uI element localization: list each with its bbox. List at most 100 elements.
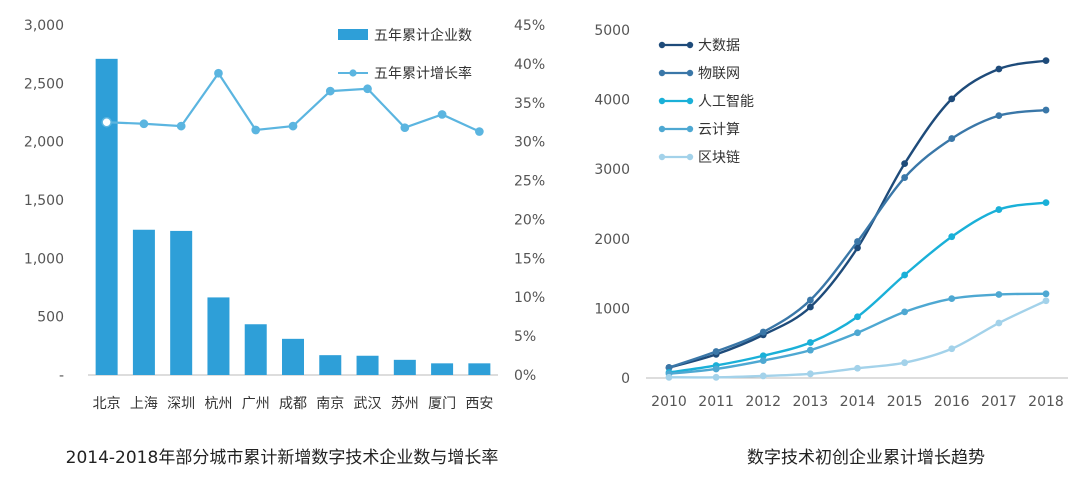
- chart1-bar: [170, 230, 193, 375]
- chart1-right-tick: 30%: [514, 135, 545, 151]
- chart2-y-tick: 5000: [594, 23, 630, 39]
- chart1-growth-point: [214, 68, 223, 78]
- chart2-x-tick: 2011: [698, 394, 734, 410]
- chart2-legend-marker: [658, 97, 666, 105]
- chart2-legend-label: 人工智能: [698, 94, 754, 110]
- chart2-series-point: [948, 95, 956, 103]
- chart2-series-point: [759, 328, 767, 336]
- chart2-series-point: [948, 345, 956, 353]
- chart2-series-point: [901, 359, 909, 367]
- chart2-series-point: [806, 296, 814, 304]
- chart1-bar: [356, 355, 379, 375]
- chart1-title: 2014-2018年部分城市累计新增数字技术企业数与增长率: [66, 448, 499, 468]
- chart2-series-point: [1042, 199, 1050, 207]
- chart1-right-tick: 25%: [514, 174, 545, 190]
- chart2-x-tick: 2013: [793, 394, 829, 410]
- chart2-series-point: [948, 135, 956, 142]
- chart1-legend-bar-swatch: [338, 29, 368, 40]
- chart2-title: 数字技术初创企业累计增长趋势: [747, 448, 985, 468]
- chart2-legend-marker: [686, 153, 694, 161]
- chart2-x-tick: 2012: [745, 394, 781, 410]
- chart2-legend-marker: [686, 69, 694, 77]
- chart2-series-point: [854, 238, 861, 245]
- chart1-left-tick: 3,000: [24, 18, 64, 34]
- chart1-right-tick: 5%: [514, 329, 536, 345]
- chart1-category-label: 杭州: [204, 396, 232, 412]
- chart2-series-point: [1042, 106, 1050, 114]
- chart2-legend-marker: [658, 41, 666, 49]
- chart1-legend-bar-label: 五年累计企业数: [374, 27, 472, 44]
- chart2-legend-marker: [686, 41, 694, 49]
- chart2-x-tick: 2010: [651, 394, 687, 410]
- chart2-series-point: [995, 65, 1003, 73]
- chart2-legend-marker: [658, 153, 666, 161]
- chart2-legend-label: 区块链: [698, 150, 740, 166]
- chart2-series-point: [1042, 57, 1050, 65]
- chart1-bar: [95, 58, 118, 375]
- chart2-y-tick: 3000: [594, 162, 630, 178]
- chart2-x-tick: 2018: [1028, 394, 1064, 410]
- chart2-legend-marker: [686, 97, 694, 105]
- chart2-series-point: [901, 271, 909, 279]
- chart1-growth-point: [176, 121, 186, 131]
- chart1-right-tick: 20%: [514, 212, 545, 228]
- chart2-x-tick: 2014: [840, 394, 876, 410]
- chart1-category-label: 厦门: [428, 396, 456, 412]
- chart1-category-label: 苏州: [391, 396, 419, 412]
- chart2-y-tick: 4000: [594, 93, 630, 109]
- chart2-legend-marker: [658, 69, 666, 77]
- chart2-series-point: [854, 244, 861, 252]
- chart2-x-tick: 2015: [887, 394, 923, 410]
- chart1-right-tick: 0%: [514, 368, 536, 384]
- chart1-growth-point: [363, 84, 372, 94]
- chart1-growth-point: [325, 86, 335, 96]
- chart2-series-point: [948, 233, 956, 241]
- chart2-series-point: [759, 352, 767, 360]
- chart2-series-point: [665, 364, 673, 371]
- chart2-legend-marker: [686, 125, 694, 133]
- chart2-legend-marker: [658, 125, 666, 133]
- chart1-legend-line-label: 五年累计增长率: [374, 65, 472, 82]
- chart1-category-label: 成都: [279, 396, 307, 412]
- chart1-right-tick: 10%: [514, 290, 545, 306]
- chart2-series-point: [995, 112, 1003, 120]
- chart1-left-tick: 2,500: [24, 76, 64, 92]
- chart2-series-point: [665, 373, 673, 381]
- chart1-right-tick: 35%: [514, 96, 545, 112]
- chart1-category-label: 武汉: [354, 396, 382, 412]
- chart1-growth-point: [251, 125, 261, 135]
- chart1-bar: [468, 363, 491, 375]
- chart1-bar: [393, 359, 416, 375]
- chart1-left-tick: 2,000: [24, 135, 64, 151]
- chart2-series-point: [995, 206, 1003, 213]
- chart2-series-point: [759, 357, 767, 364]
- chart2-series-point: [901, 174, 909, 181]
- chart1-left-tick: 1,000: [24, 251, 64, 267]
- chart2-y-tick: 2000: [594, 232, 630, 248]
- chart1-growth-point: [475, 127, 484, 136]
- chart1-growth-point: [101, 116, 112, 128]
- chart2-series-point: [712, 348, 720, 355]
- chart2-series-point: [901, 160, 909, 168]
- chart1-right-tick: 40%: [514, 57, 545, 73]
- chart2-legend-label: 云计算: [698, 122, 740, 138]
- chart1-category-label: 北京: [93, 396, 121, 412]
- chart2-series-point: [806, 370, 814, 378]
- chart2-series-point: [995, 291, 1003, 298]
- chart2-series-point: [806, 303, 814, 311]
- chart1-bar: [244, 324, 267, 375]
- chart2-series-point: [854, 313, 861, 321]
- chart1-left-tick: 1,500: [24, 193, 64, 209]
- chart2-series-point: [1042, 290, 1050, 298]
- chart1-bar: [207, 297, 230, 375]
- chart1-category-label: 上海: [130, 396, 158, 412]
- chart2-legend-label: 物联网: [698, 66, 740, 82]
- chart1-bar: [431, 363, 454, 375]
- chart1-right-tick: 45%: [514, 18, 545, 34]
- chart2-series-point: [948, 295, 956, 303]
- chart1-right-tick: 15%: [514, 251, 545, 267]
- chart-startup-growth: 0 1000 2000 3000 4000 5000 2010 2011 2012 2013 201…: [594, 23, 1068, 410]
- chart2-series-point: [1042, 297, 1050, 305]
- chart1-bar: [282, 338, 304, 375]
- chart2-series-point: [854, 364, 861, 372]
